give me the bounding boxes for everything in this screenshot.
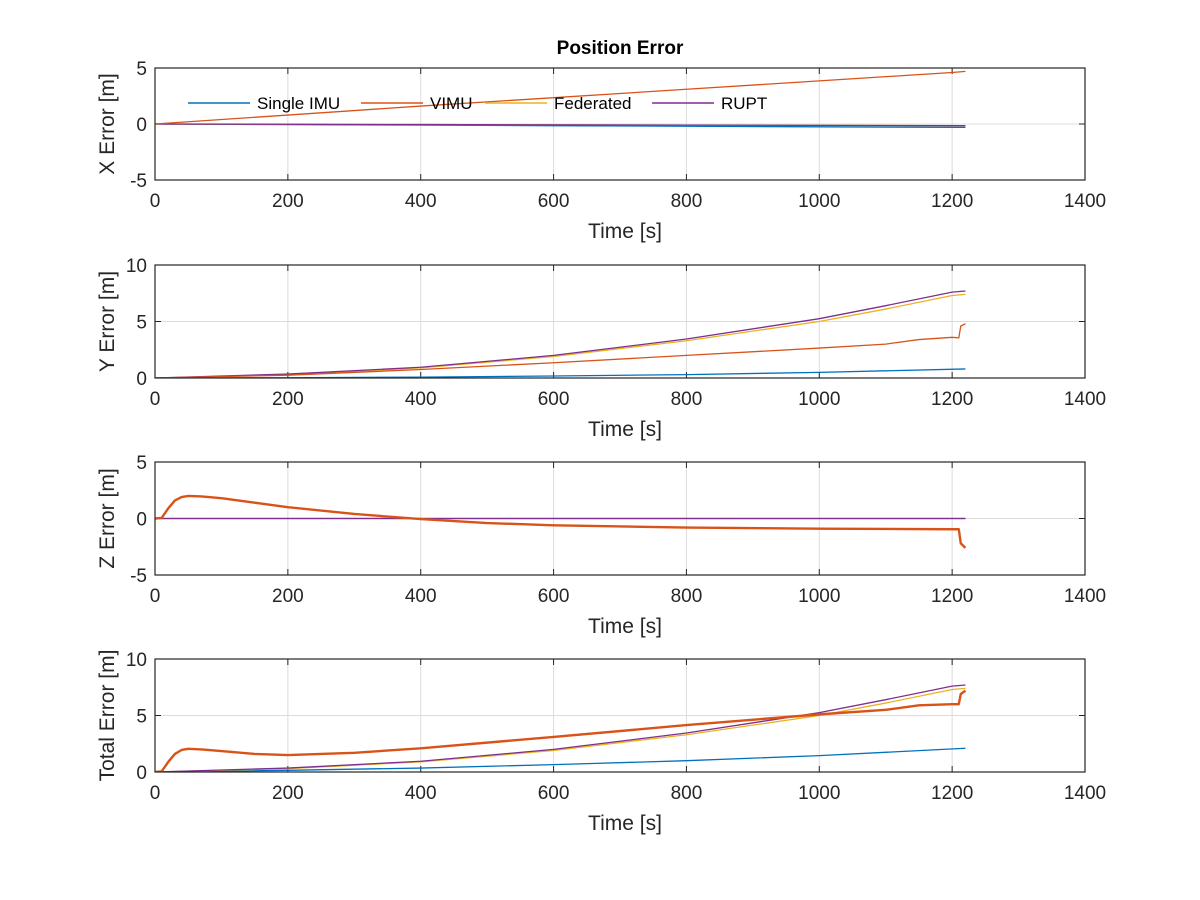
legend-item-federated: Federated [485, 94, 632, 113]
x-tick-label: 1000 [798, 191, 840, 212]
x-tick-label: 600 [538, 389, 570, 410]
x-tick-label: 1200 [931, 191, 973, 212]
x-axis-label: Time [s] [588, 220, 662, 243]
x-tick-label: 800 [671, 586, 703, 607]
subplot-2: 0 200 400 600 800 1000 1200 1400 0 5 10 Time [s] Y E… [96, 256, 1106, 441]
series-line-rupt [155, 684, 966, 772]
y-tick-label: -5 [130, 566, 147, 587]
y-tick-label: 0 [136, 369, 147, 390]
series-line-rupt [155, 123, 966, 127]
x-tick-label: 1400 [1064, 389, 1106, 410]
x-tick-label: 200 [272, 783, 304, 804]
legend-item-single-imu: Single IMU [188, 94, 340, 113]
y-tick-label: 5 [136, 453, 147, 474]
axes-box [154, 461, 1086, 576]
y-axis-label: X Error [m] [96, 73, 119, 175]
y-axis-label: Y Error [m] [96, 271, 119, 372]
x-tick-label: 800 [671, 783, 703, 804]
axes-box [154, 67, 1086, 181]
y-tick-label: 5 [136, 59, 147, 80]
x-tick-label: 1000 [798, 783, 840, 804]
x-tick-label: 600 [538, 586, 570, 607]
x-tick-label: 600 [538, 783, 570, 804]
x-tick-label: 1400 [1064, 586, 1106, 607]
legend-label: RUPT [721, 94, 767, 113]
subplot-4: 0 200 400 600 800 1000 1200 1400 0 5 10 Time [s] Tot… [96, 650, 1106, 835]
y-axis-label: Z Error [m] [96, 468, 119, 568]
series-line-single-imu [155, 747, 966, 772]
series-line-vimu [155, 689, 967, 772]
x-tick-label: 1200 [931, 783, 973, 804]
x-tick-label: 800 [671, 191, 703, 212]
x-tick-label: 1200 [931, 389, 973, 410]
legend-label: Single IMU [257, 94, 340, 113]
series-line-rupt [155, 290, 966, 378]
x-tick-label: 1000 [798, 586, 840, 607]
x-tick-label: 0 [150, 586, 161, 607]
y-tick-label: 10 [126, 256, 147, 277]
x-tick-label: 0 [150, 783, 161, 804]
x-axis-label: Time [s] [588, 615, 662, 638]
series-line-vimu [155, 323, 966, 378]
x-tick-label: 200 [272, 191, 304, 212]
figure-title: Position Error [557, 38, 684, 59]
legend-label: VIMU [430, 94, 473, 113]
x-tick-label: 800 [671, 389, 703, 410]
x-tick-label: 400 [405, 191, 437, 212]
x-tick-label: 1400 [1064, 191, 1106, 212]
x-tick-label: 400 [405, 389, 437, 410]
y-tick-label: -5 [130, 171, 147, 192]
legend-label: Federated [554, 94, 632, 113]
x-tick-label: 1000 [798, 389, 840, 410]
y-tick-label: 0 [136, 115, 147, 136]
x-tick-label: 1400 [1064, 783, 1106, 804]
x-axis-label: Time [s] [588, 812, 662, 835]
x-tick-label: 200 [272, 389, 304, 410]
y-tick-label: 0 [136, 763, 147, 784]
x-tick-label: 0 [150, 389, 161, 410]
y-axis-label: Total Error [m] [96, 650, 119, 782]
y-tick-label: 5 [136, 707, 147, 728]
y-tick-label: 0 [136, 510, 147, 531]
x-tick-label: 400 [405, 586, 437, 607]
legend-item-vimu: VIMU [361, 94, 473, 113]
x-tick-label: 600 [538, 191, 570, 212]
axes-box [154, 264, 1086, 379]
series-line-vimu [155, 494, 967, 549]
x-tick-label: 1200 [931, 586, 973, 607]
x-tick-label: 0 [150, 191, 161, 212]
axes-box [154, 658, 1086, 773]
legend: Single IMU VIMU Federated RUPT [188, 94, 767, 113]
x-tick-label: 200 [272, 586, 304, 607]
y-tick-label: 10 [126, 650, 147, 671]
x-axis-label: Time [s] [588, 418, 662, 441]
x-tick-label: 400 [405, 783, 437, 804]
legend-item-rupt: RUPT [652, 94, 767, 113]
y-tick-label: 5 [136, 313, 147, 334]
series-line-vimu [155, 70, 966, 125]
